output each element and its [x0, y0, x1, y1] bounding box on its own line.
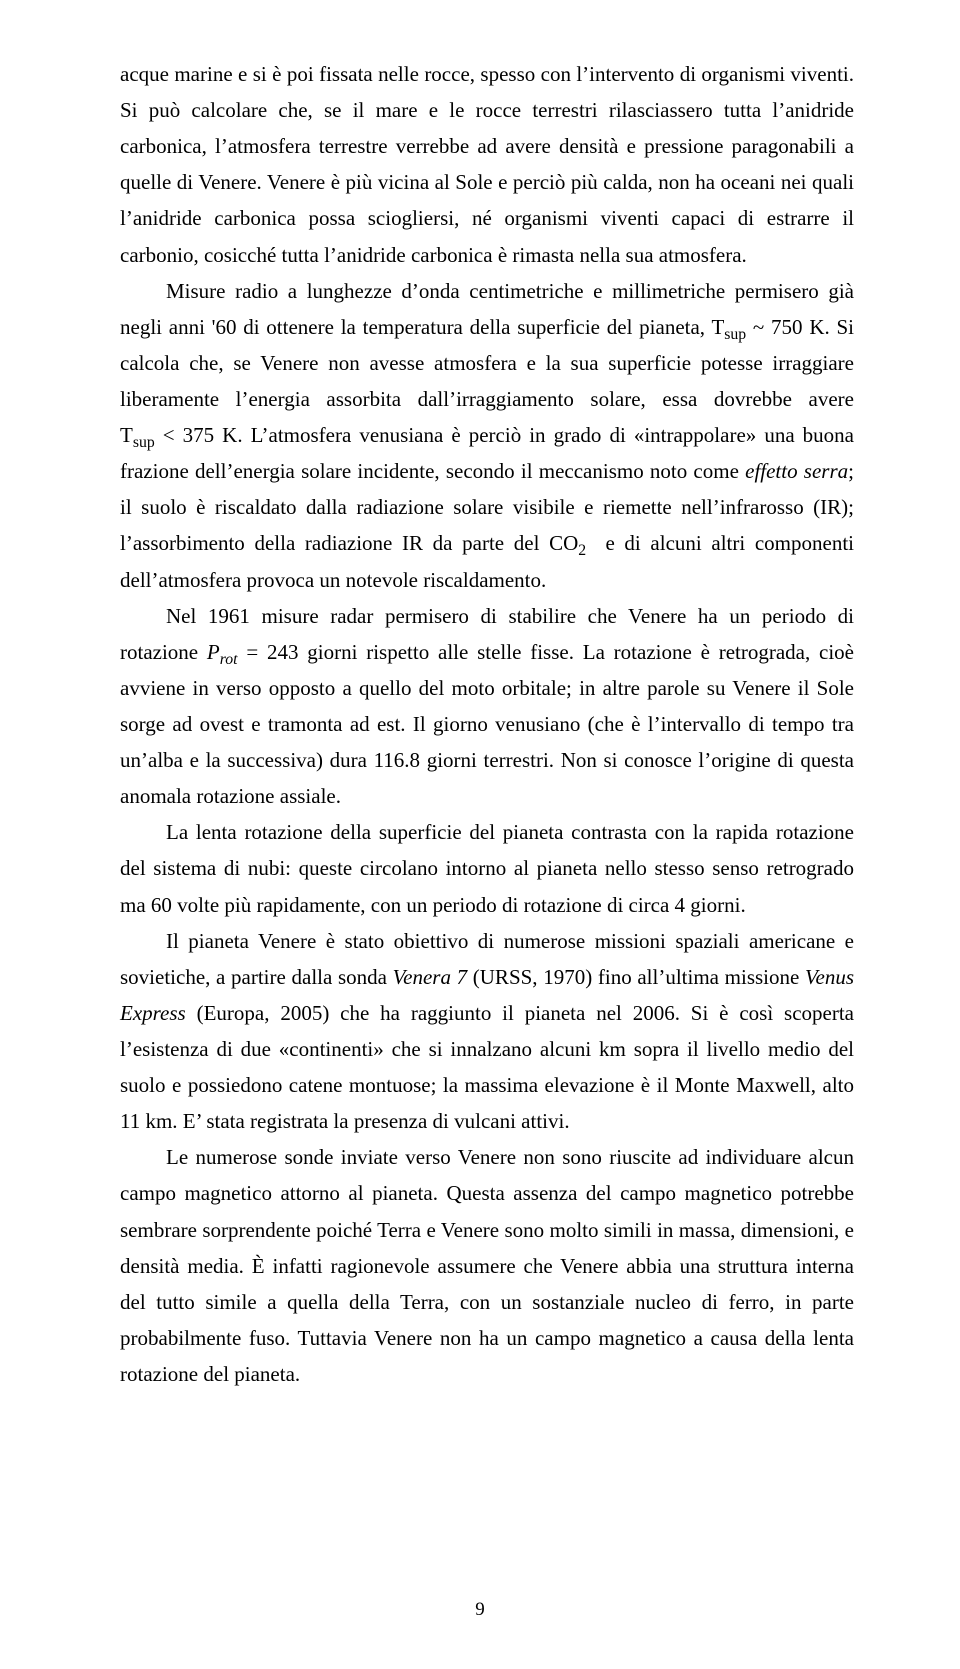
paragraph-6: Le numerose sonde inviate verso Venere n… [120, 1139, 854, 1392]
page-number: 9 [0, 1594, 960, 1627]
paragraph-2: Misure radio a lunghezze d’onda centimet… [120, 273, 854, 598]
paragraph-1: acque marine e si è poi fissata nelle ro… [120, 56, 854, 273]
paragraph-5: Il pianeta Venere è stato obiettivo di n… [120, 923, 854, 1140]
paragraph-3: Nel 1961 misure radar permisero di stabi… [120, 598, 854, 815]
document-page: acque marine e si è poi fissata nelle ro… [0, 0, 960, 1669]
paragraph-4: La lenta rotazione della superficie del … [120, 814, 854, 922]
